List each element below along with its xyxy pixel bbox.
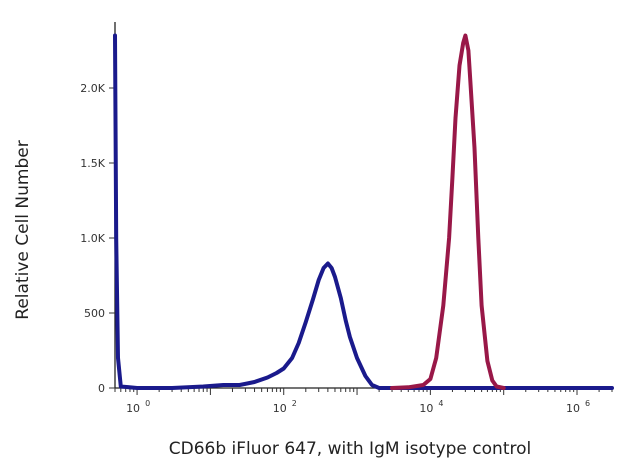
x-tick-exponent: 6 [585,399,590,408]
plot-frame [114,22,612,389]
x-tick-label: 10 [419,402,433,415]
y-tick-label: 1.0K [80,232,105,245]
y-axis-ticks: 0 500 1.0K 1.5K 2.0K [80,82,115,395]
y-tick-label: 1.5K [80,157,105,170]
series-line-isotype-control [113,33,614,390]
y-tick-label: 2.0K [80,82,105,95]
x-axis-title: CD66b iFluor 647, with IgM isotype contr… [169,439,531,459]
x-axis-ticks: 10 0 10 2 10 4 10 6 [114,388,613,415]
x-tick-exponent: 2 [292,399,297,408]
y-tick-label: 0 [98,382,105,395]
series-line-cd66b [390,33,506,390]
y-axis-title: Relative Cell Number [13,140,33,319]
x-tick-exponent: 4 [438,399,443,408]
y-tick-label: 500 [84,307,105,320]
x-tick-label: 10 [273,402,287,415]
x-tick-label: 10 [566,402,580,415]
series-layer [113,33,614,390]
x-tick-exponent: 0 [145,399,150,408]
x-tick-label: 10 [126,402,140,415]
